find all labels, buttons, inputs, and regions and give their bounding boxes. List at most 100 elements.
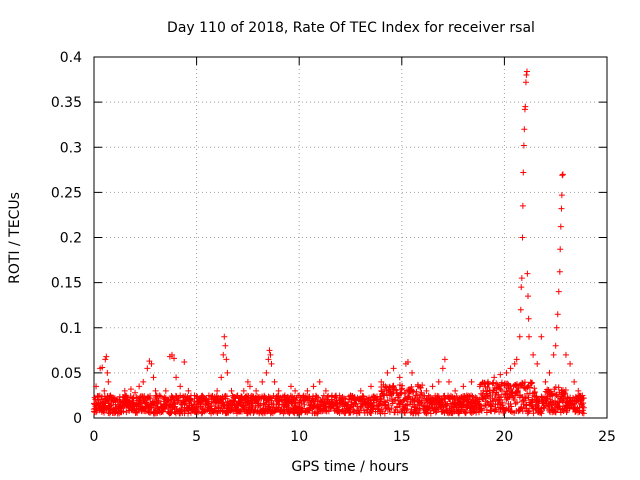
data-point (92, 405, 99, 412)
data-point (559, 172, 566, 179)
data-point (185, 410, 192, 417)
data-point (552, 409, 559, 416)
data-point (557, 246, 564, 253)
data-point (377, 396, 384, 403)
data-point (378, 395, 385, 402)
data-point (104, 369, 111, 376)
data-point (132, 389, 139, 396)
data-point (336, 392, 343, 399)
x-axis-label: GPS time / hours (291, 459, 408, 475)
data-point (275, 387, 282, 394)
data-point (412, 396, 419, 403)
data-point (480, 403, 487, 410)
data-point (517, 306, 524, 313)
data-point (164, 397, 171, 404)
data-point (554, 311, 561, 318)
data-point (347, 392, 354, 399)
data-point (442, 395, 449, 402)
data-point (518, 275, 525, 282)
data-point (155, 397, 162, 404)
data-point (473, 408, 480, 415)
data-point (412, 392, 419, 399)
data-point (462, 410, 469, 417)
data-point (515, 385, 522, 392)
data-point (149, 398, 156, 405)
data-point (525, 315, 532, 322)
data-point (509, 389, 516, 396)
data-point (524, 270, 531, 277)
data-point (157, 400, 164, 407)
data-point (268, 360, 275, 367)
data-point (580, 399, 587, 406)
data-point (147, 395, 154, 402)
data-point (168, 351, 175, 358)
data-point (150, 374, 157, 381)
data-point (523, 68, 530, 75)
data-point (415, 383, 422, 390)
data-point (541, 405, 548, 412)
data-point (205, 392, 212, 399)
data-point (267, 351, 274, 358)
data-point (218, 374, 225, 381)
data-point (580, 404, 587, 411)
data-point (405, 393, 412, 400)
data-point (254, 397, 261, 404)
data-point (513, 356, 520, 363)
data-point (162, 387, 169, 394)
data-point (403, 407, 410, 414)
data-point (129, 395, 136, 402)
data-point (360, 393, 367, 400)
data-point (381, 392, 388, 399)
data-point (250, 409, 257, 416)
data-point (103, 353, 110, 360)
data-point (522, 79, 529, 86)
y-tick-label: 0.1 (60, 321, 82, 337)
data-point (396, 391, 403, 398)
data-point (478, 394, 485, 401)
data-point (148, 360, 155, 367)
data-point (469, 393, 476, 400)
data-point (468, 378, 475, 385)
data-point (101, 387, 108, 394)
data-point (526, 384, 533, 391)
data-point (522, 103, 529, 110)
data-point (357, 387, 364, 394)
data-point (554, 399, 561, 406)
data-point (120, 408, 127, 415)
data-point (498, 393, 505, 400)
data-point (418, 399, 425, 406)
data-point (476, 383, 483, 390)
data-point (296, 392, 303, 399)
data-point (215, 404, 222, 411)
data-point (507, 400, 514, 407)
data-point (121, 387, 128, 394)
data-point (234, 392, 241, 399)
data-point (396, 374, 403, 381)
data-point (287, 383, 294, 390)
data-point (435, 378, 442, 385)
data-point (498, 387, 505, 394)
data-point (177, 392, 184, 399)
data-point (553, 324, 560, 331)
data-point (356, 409, 363, 416)
data-point (524, 293, 531, 300)
data-point (520, 142, 527, 149)
y-tick-label: 0.4 (60, 50, 82, 66)
data-point (259, 378, 266, 385)
data-point (253, 387, 260, 394)
data-point (491, 374, 498, 381)
data-point (147, 409, 154, 416)
data-point (521, 379, 528, 386)
data-point (480, 387, 487, 394)
data-point (571, 378, 578, 385)
data-point (286, 409, 293, 416)
data-point (244, 410, 251, 417)
data-point (427, 410, 434, 417)
data-point (406, 393, 413, 400)
data-point (384, 369, 391, 376)
data-point (527, 379, 534, 386)
data-point (419, 382, 426, 389)
data-point (98, 393, 105, 400)
data-point (246, 383, 253, 390)
data-point (555, 384, 562, 391)
